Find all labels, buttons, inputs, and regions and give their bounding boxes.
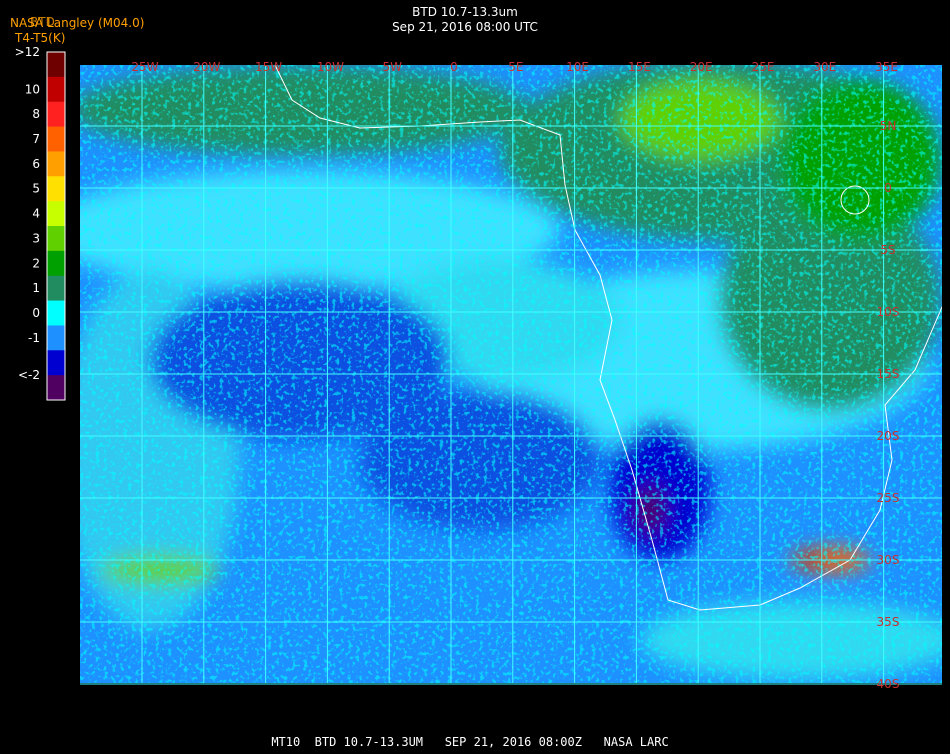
lon-label: 35E [875, 60, 898, 74]
legend-swatch [47, 201, 65, 227]
legend-swatch [47, 250, 65, 277]
title: BTD 10.7-13.3um [412, 5, 518, 19]
lon-label: 15E [628, 60, 651, 74]
legend-label: 3 [32, 231, 40, 245]
legend-swatch [47, 226, 65, 252]
legend-swatch [47, 176, 65, 202]
legend-swatch [47, 325, 65, 351]
lat-label: 40S [877, 677, 900, 691]
lon-label: 25W [131, 60, 158, 74]
legend-label: 8 [32, 107, 40, 121]
legend-swatch [47, 151, 65, 177]
lon-label: 10E [566, 60, 589, 74]
lat-label: 0 [884, 181, 892, 195]
lat-label: 35S [877, 615, 900, 629]
lon-label: 0 [450, 60, 458, 74]
lat-label: 15S [877, 367, 900, 381]
lat-label: 5S [880, 243, 895, 257]
lat-label: 20S [877, 429, 900, 443]
lon-label: 20W [193, 60, 220, 74]
legend-label: 5 [32, 182, 40, 196]
legend-frame [46, 51, 66, 401]
lon-label: 5E [508, 60, 523, 74]
legend-label: 1 [32, 281, 40, 295]
legend-label: 0 [32, 306, 40, 320]
legend-label: 10 [25, 82, 40, 96]
graticule: 25W 20W 15W 10W 5W 0 5E 10E 15E 20E 25E 30E 35E 5N 0 5S… [80, 60, 942, 691]
lat-label: 5N [880, 119, 897, 133]
lat-label: 30S [877, 553, 900, 567]
units: T4-T5(K) [14, 31, 65, 45]
legend-label: 4 [32, 207, 40, 221]
lon-label: 15W [255, 60, 282, 74]
lon-label: 10W [317, 60, 344, 74]
legend-label: 6 [32, 157, 40, 171]
lat-label: 25S [877, 491, 900, 505]
lon-label: 30E [813, 60, 836, 74]
legend-swatch [47, 101, 65, 128]
legend-label: -1 [28, 331, 40, 345]
lat-label: 10S [877, 305, 900, 319]
imagery [80, 65, 942, 683]
legend-swatch [47, 76, 65, 103]
lon-label: 5W [382, 60, 402, 74]
legend-swatch [47, 275, 65, 302]
subtitle: Sep 21, 2016 08:00 UTC [392, 20, 538, 34]
legend-label: 2 [32, 256, 40, 270]
legend-swatch [47, 126, 65, 152]
legend-swatch [47, 350, 65, 376]
legend-swatch [47, 300, 65, 326]
source: NASA Langley (M04.0) [10, 16, 144, 30]
lon-label: 20E [690, 60, 713, 74]
legend-swatch [47, 375, 65, 401]
lon-label: 25E [752, 60, 775, 74]
legend-label: <-2 [18, 368, 40, 382]
footer: MT10 BTD 10.7-13.3UM SEP 21, 2016 08:00Z… [271, 735, 668, 749]
legend-swatch [47, 52, 65, 78]
legend-label: 7 [32, 132, 40, 146]
legend-label: >12 [15, 45, 40, 59]
product: BTD [30, 15, 55, 29]
